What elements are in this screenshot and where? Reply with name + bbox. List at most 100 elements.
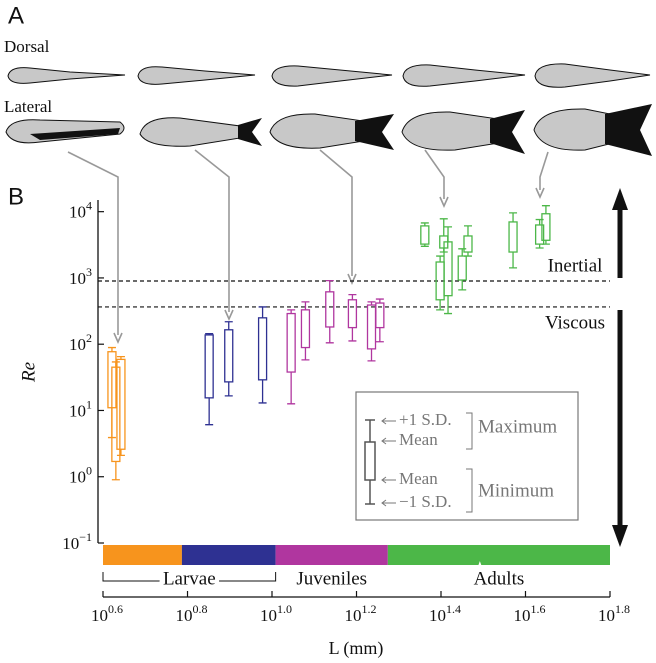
lower-whisker (287, 372, 296, 405)
tick-label: 104 (69, 198, 92, 221)
tick-label: 101.4 (429, 602, 461, 625)
y-axis-label: Re (18, 362, 39, 383)
upper-whisker (325, 279, 334, 292)
lower-whisker (509, 252, 518, 269)
tick-base: 10 (429, 606, 446, 625)
lower-whisker (375, 327, 384, 343)
x-axis-label: L (mm) (329, 638, 384, 659)
legend-item: Mean (399, 430, 438, 449)
tick-label: 101 (69, 397, 92, 420)
legend-group: Minimum (478, 480, 554, 501)
view-label: Lateral (4, 97, 52, 116)
box (116, 358, 126, 450)
box (457, 255, 467, 281)
upper-whisker (258, 306, 267, 318)
legend-item: −1 S.D. (399, 492, 452, 511)
panel-label: B (8, 183, 24, 210)
box (347, 299, 358, 329)
tick-base: 10 (62, 534, 79, 553)
upper-whisker (111, 361, 120, 368)
tick-base: 10 (176, 606, 193, 625)
view-label: Dorsal (4, 37, 50, 56)
upper-whisker (439, 218, 448, 236)
upper-whisker (509, 212, 518, 222)
tick-base: 10 (69, 468, 86, 487)
box (375, 302, 385, 329)
box (443, 241, 453, 297)
tick-label: 100.8 (176, 602, 208, 625)
tick-label: 103 (69, 265, 92, 288)
panel-label: A (8, 2, 24, 29)
upper-whisker (436, 255, 445, 262)
box (257, 317, 268, 381)
stage-bracket (102, 572, 277, 582)
tick-exponent: 0.8 (193, 602, 208, 616)
threshold-label: Viscous (545, 312, 605, 333)
lower-whisker (224, 381, 233, 397)
tick-exponent: 1 (86, 397, 92, 411)
tick-base: 10 (69, 335, 86, 354)
tick-base: 10 (69, 269, 86, 288)
tick-exponent: 2 (86, 331, 92, 345)
box (463, 235, 473, 253)
upper-whisker (348, 293, 357, 300)
tick-base: 10 (513, 606, 530, 625)
lower-whisker (348, 327, 357, 342)
tick-label: 101.6 (513, 602, 545, 625)
lower-whisker (301, 347, 310, 361)
lower-whisker (111, 461, 120, 481)
regime-arrows (612, 188, 628, 547)
tick-exponent: 1.2 (362, 602, 377, 616)
tick-base: 10 (69, 203, 86, 222)
legend-item: Mean (399, 469, 438, 488)
stage-label: Juveniles (296, 568, 367, 589)
legend-item: +1 S.D. (399, 410, 452, 429)
stage-band (387, 545, 610, 565)
lower-whisker (444, 295, 453, 315)
lower-whisker (325, 326, 334, 344)
box (420, 225, 430, 245)
lower-whisker (436, 299, 445, 311)
stage-label: Larvae (163, 568, 216, 589)
tick-label: 10−1 (62, 530, 92, 553)
stage-band (103, 545, 182, 565)
lower-whisker (205, 397, 214, 426)
box (204, 334, 214, 399)
upper-whisker (458, 248, 467, 257)
stage-band (275, 545, 388, 565)
tick-label: 101.8 (598, 602, 630, 625)
tick-label: 101.2 (345, 602, 377, 625)
box (534, 224, 545, 245)
upper-whisker (107, 346, 116, 352)
tick-exponent: 1.0 (277, 602, 292, 616)
box (541, 213, 551, 241)
upper-whisker (301, 301, 310, 310)
tick-exponent: 0 (86, 463, 92, 477)
box (508, 221, 518, 253)
legend-group: Maximum (478, 416, 557, 437)
tick-base: 10 (91, 606, 108, 625)
tick-exponent: 0.6 (108, 602, 123, 616)
lower-whisker (116, 449, 125, 457)
box (286, 312, 296, 373)
box (325, 291, 335, 328)
tick-exponent: 1.8 (615, 602, 630, 616)
legend: +1 S.D. Mean Mean −1 S.D. Maximum Minimu… (355, 391, 579, 521)
lower-whisker (463, 252, 472, 257)
threshold-label: Inertial (548, 255, 603, 276)
upper-whisker (463, 225, 472, 236)
tick-base: 10 (260, 606, 277, 625)
tick-label: 100 (69, 463, 92, 486)
tick-exponent: 1.4 (446, 602, 461, 616)
stage-band (181, 545, 276, 565)
tick-exponent: −1 (79, 530, 92, 544)
upper-whisker (541, 205, 550, 214)
upper-whisker (375, 298, 384, 304)
upper-whisker (224, 321, 233, 330)
lower-whisker (258, 379, 267, 404)
box (111, 366, 121, 463)
lower-whisker (367, 348, 376, 362)
tick-base: 10 (345, 606, 362, 625)
box (224, 329, 234, 383)
